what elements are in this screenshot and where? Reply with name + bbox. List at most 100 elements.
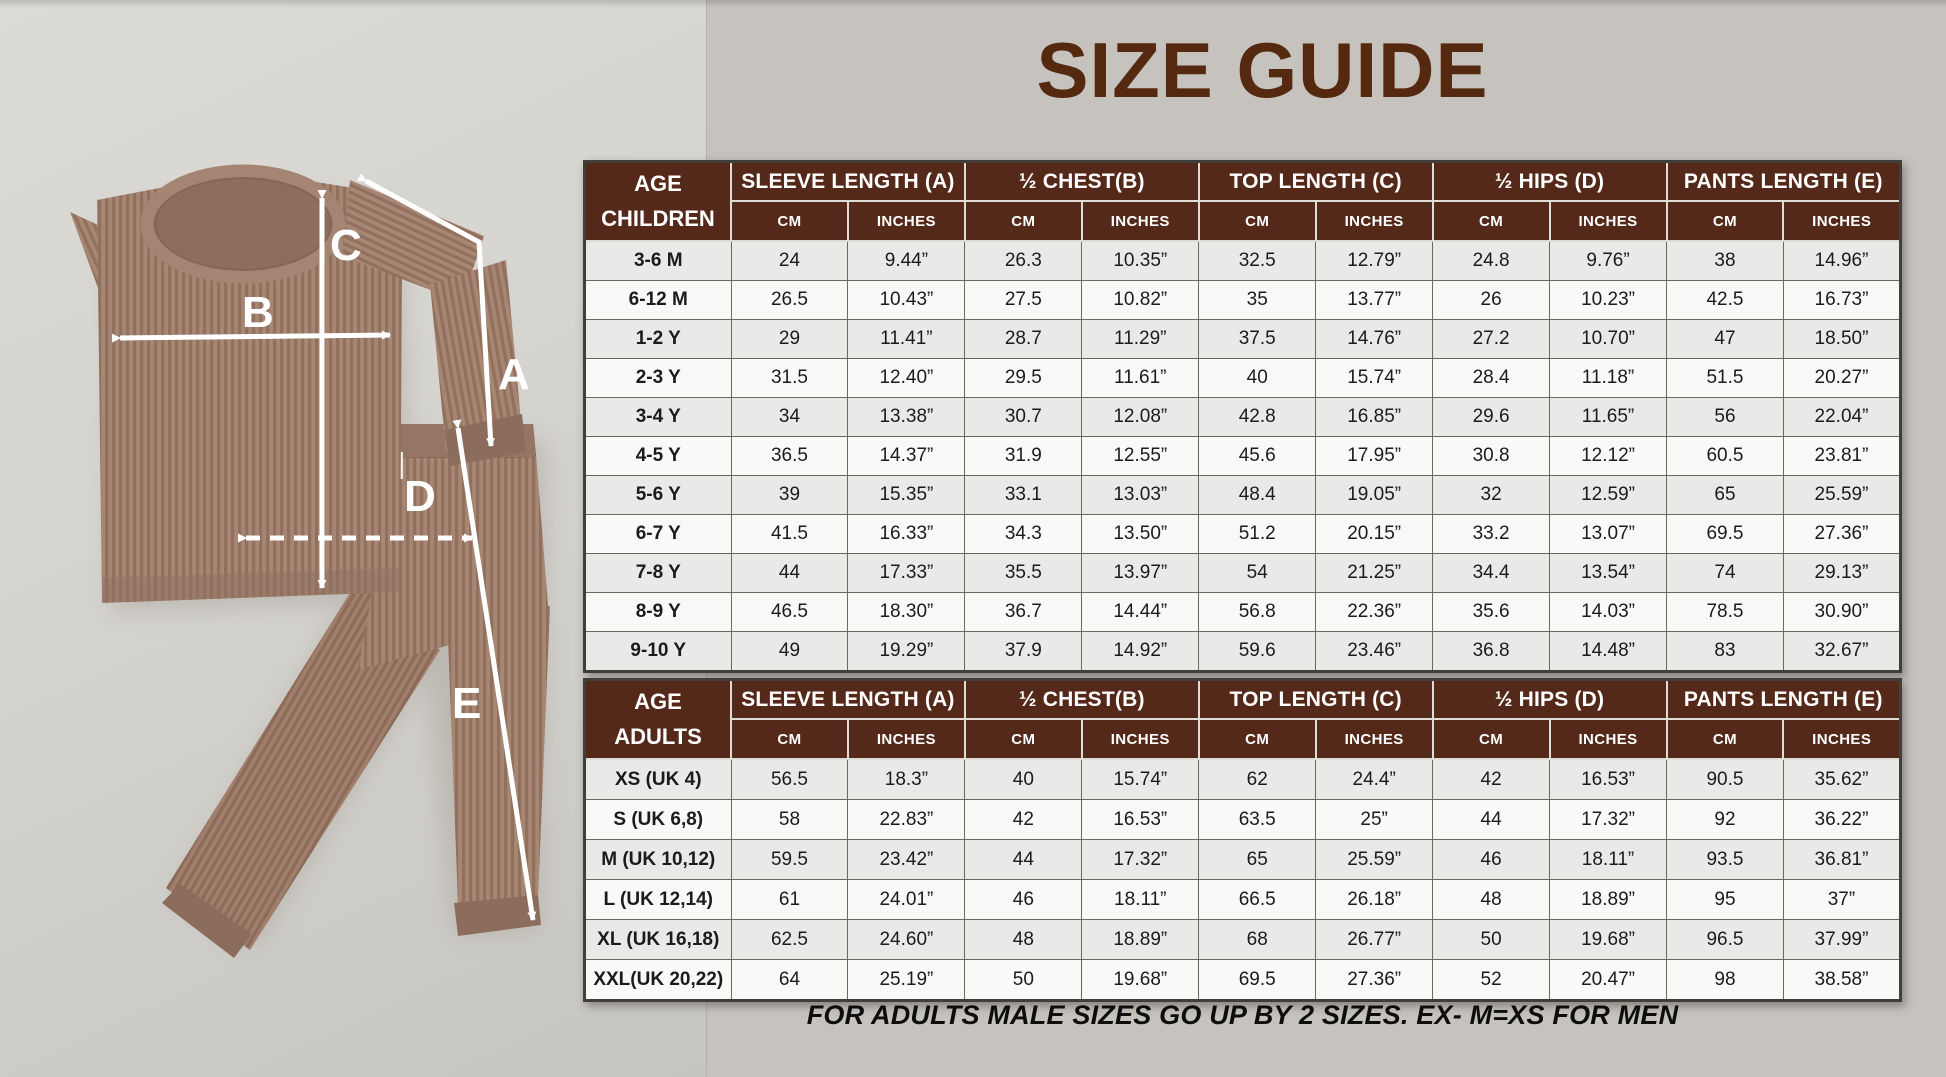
measure-column-header-0: SLEEVE LENGTH (A) bbox=[730, 160, 966, 202]
value-cell: 60.5 bbox=[1666, 436, 1784, 476]
value-cell: 20.15” bbox=[1315, 514, 1434, 554]
value-cell: 29.13” bbox=[1782, 553, 1902, 593]
value-cell: 42 bbox=[1432, 758, 1551, 800]
value-cell: 27.2 bbox=[1432, 319, 1551, 359]
value-cell: 65 bbox=[1666, 475, 1784, 515]
value-cell: 29.5 bbox=[964, 358, 1083, 398]
value-cell: 62.5 bbox=[730, 919, 849, 960]
value-cell: 14.44” bbox=[1081, 592, 1200, 632]
age-cell: XXL(UK 20,22) bbox=[584, 959, 732, 1001]
size-row: M (UK 10,12) 59.5 23.42” 44 17.32” 65 25.59” 46… bbox=[584, 839, 1902, 880]
unit-header: CM bbox=[1665, 718, 1785, 760]
size-row: XXL(UK 20,22) 64 25.19” 50 19.68” 69.5 27.36” 5… bbox=[584, 959, 1902, 1001]
label-B: B bbox=[242, 288, 274, 337]
value-cell: 33.2 bbox=[1432, 514, 1551, 554]
value-cell: 45.6 bbox=[1198, 436, 1317, 476]
value-cell: 18.11” bbox=[1081, 879, 1200, 920]
unit-header: INCHES bbox=[1080, 200, 1200, 242]
value-cell: 44 bbox=[1432, 799, 1551, 840]
value-cell: 18.50” bbox=[1782, 319, 1902, 359]
value-cell: 16.33” bbox=[847, 514, 966, 554]
unit-header: CM bbox=[1197, 200, 1317, 242]
value-cell: 31.9 bbox=[964, 436, 1083, 476]
value-cell: 37.5 bbox=[1198, 319, 1317, 359]
value-cell: 34.3 bbox=[964, 514, 1083, 554]
size-row: 7-8 Y 44 17.33” 35.5 13.97” 54 21.25” 34.4 13.54… bbox=[584, 553, 1902, 593]
unit-header: CM bbox=[730, 200, 849, 242]
sizing-footnote: FOR ADULTS MALE SIZES GO UP BY 2 SIZES. … bbox=[806, 1000, 1679, 1030]
value-cell: 56.5 bbox=[730, 758, 849, 800]
value-cell: 24.60” bbox=[847, 919, 966, 960]
measurement-labels: A B C D E bbox=[242, 221, 530, 728]
value-cell: 9.76” bbox=[1549, 240, 1667, 281]
value-cell: 13.54” bbox=[1549, 553, 1667, 593]
value-cell: 74 bbox=[1666, 553, 1784, 593]
unit-header: CM bbox=[1197, 718, 1317, 760]
value-cell: 14.76” bbox=[1315, 319, 1434, 359]
value-cell: 11.18” bbox=[1549, 358, 1667, 398]
value-cell: 18.89” bbox=[1081, 919, 1200, 960]
age-cell: 2-3 Y bbox=[584, 358, 732, 398]
value-cell: 26 bbox=[1432, 280, 1551, 320]
measure-column-header-2: TOP LENGTH (C) bbox=[1197, 678, 1434, 720]
value-cell: 33.1 bbox=[964, 475, 1083, 515]
age-cell: XS (UK 4) bbox=[584, 758, 732, 800]
value-cell: 19.68” bbox=[1549, 919, 1667, 960]
value-cell: 44 bbox=[964, 839, 1083, 880]
size-row: XS (UK 4) 56.5 18.3” 40 15.74” 62 24.4” 42 16.53… bbox=[584, 758, 1902, 800]
label-C: C bbox=[330, 221, 362, 270]
value-cell: 24 bbox=[730, 240, 849, 281]
value-cell: 32.5 bbox=[1198, 240, 1317, 281]
value-cell: 48 bbox=[964, 919, 1083, 960]
age-cell: 4-5 Y bbox=[584, 436, 732, 476]
value-cell: 47 bbox=[1666, 319, 1784, 359]
adults-size-table: AGE ADULTS SLEEVE LENGTH (A) ½ CHEST(B) TOP … bbox=[583, 678, 1902, 1002]
value-cell: 83 bbox=[1666, 631, 1784, 672]
value-cell: 93.5 bbox=[1666, 839, 1784, 880]
unit-header: CM bbox=[1431, 718, 1551, 760]
value-cell: 16.73” bbox=[1782, 280, 1902, 320]
value-cell: 38.58” bbox=[1782, 959, 1902, 1001]
size-row: 6-12 M 26.5 10.43” 27.5 10.82” 35 13.77” 26 10.2… bbox=[584, 280, 1902, 320]
value-cell: 23.81” bbox=[1782, 436, 1902, 476]
value-cell: 14.48” bbox=[1549, 631, 1667, 672]
age-cell: S (UK 6,8) bbox=[584, 799, 732, 840]
value-cell: 68 bbox=[1198, 919, 1317, 960]
value-cell: 28.7 bbox=[964, 319, 1083, 359]
size-row: 5-6 Y 39 15.35” 33.1 13.03” 48.4 19.05” 32 12.59… bbox=[584, 475, 1902, 515]
measure-column-header-4: PANTS LENGTH (E) bbox=[1665, 678, 1902, 720]
unit-header: CM bbox=[1665, 200, 1785, 242]
measure-column-header-1: ½ CHEST(B) bbox=[963, 160, 1200, 202]
value-cell: 25.19” bbox=[847, 959, 966, 1001]
age-column-header: AGE CHILDREN bbox=[583, 160, 732, 242]
value-cell: 46 bbox=[964, 879, 1083, 920]
value-cell: 51.2 bbox=[1198, 514, 1317, 554]
age-cell: 8-9 Y bbox=[584, 592, 732, 632]
value-cell: 41.5 bbox=[730, 514, 849, 554]
value-cell: 23.46” bbox=[1315, 631, 1434, 672]
value-cell: 25.59” bbox=[1315, 839, 1434, 880]
measure-column-header-2: TOP LENGTH (C) bbox=[1197, 160, 1434, 202]
value-cell: 65 bbox=[1198, 839, 1317, 880]
value-cell: 50 bbox=[1432, 919, 1551, 960]
arrow-pants-length-E bbox=[452, 419, 537, 921]
value-cell: 24.4” bbox=[1315, 758, 1434, 800]
unit-header: INCHES bbox=[1548, 200, 1668, 242]
value-cell: 12.12” bbox=[1549, 436, 1667, 476]
value-cell: 62 bbox=[1198, 758, 1317, 800]
value-cell: 36.81” bbox=[1782, 839, 1902, 880]
value-cell: 15.74” bbox=[1315, 358, 1434, 398]
value-cell: 17.32” bbox=[1549, 799, 1667, 840]
value-cell: 15.35” bbox=[847, 475, 966, 515]
unit-header: INCHES bbox=[846, 200, 966, 242]
value-cell: 46 bbox=[1432, 839, 1551, 880]
page-title: SIZE GUIDE bbox=[1036, 26, 1489, 114]
age-cell: 9-10 Y bbox=[584, 631, 732, 672]
value-cell: 17.33” bbox=[847, 553, 966, 593]
value-cell: 56.8 bbox=[1198, 592, 1317, 632]
age-cell: 5-6 Y bbox=[584, 475, 732, 515]
value-cell: 36.7 bbox=[964, 592, 1083, 632]
value-cell: 22.83” bbox=[847, 799, 966, 840]
value-cell: 10.82” bbox=[1081, 280, 1200, 320]
value-cell: 28.4 bbox=[1432, 358, 1551, 398]
